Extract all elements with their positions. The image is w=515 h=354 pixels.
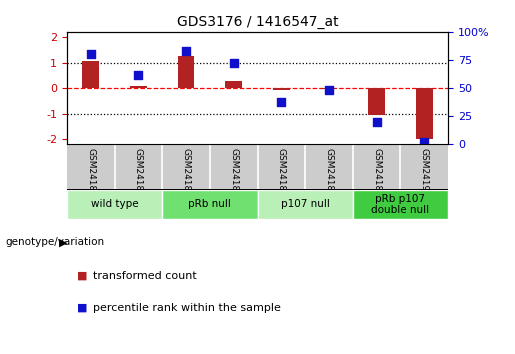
Bar — [130, 86, 147, 88]
Text: pRb p107
double null: pRb p107 double null — [371, 194, 430, 215]
Bar — [82, 61, 99, 88]
Bar — [321, 88, 337, 90]
Text: GSM241882: GSM241882 — [134, 148, 143, 202]
Text: transformed count: transformed count — [93, 271, 196, 281]
Point — [325, 87, 333, 93]
Text: pRb null: pRb null — [188, 199, 231, 210]
Text: ■: ■ — [77, 303, 88, 313]
Text: wild type: wild type — [91, 199, 139, 210]
Bar — [67, 190, 162, 219]
Text: genotype/variation: genotype/variation — [5, 238, 104, 247]
Text: GSM241887: GSM241887 — [324, 148, 333, 203]
Point — [182, 48, 190, 54]
Point — [134, 72, 143, 78]
Bar — [353, 190, 448, 219]
Bar — [416, 88, 433, 139]
Text: percentile rank within the sample: percentile rank within the sample — [93, 303, 281, 313]
Point — [230, 61, 238, 66]
Text: GSM241883: GSM241883 — [182, 148, 191, 203]
Bar — [178, 56, 194, 88]
Text: ■: ■ — [77, 271, 88, 281]
Point — [372, 119, 381, 125]
Text: ▶: ▶ — [59, 238, 68, 247]
Text: GSM241927: GSM241927 — [420, 148, 428, 202]
Text: GSM241881: GSM241881 — [87, 148, 95, 203]
Point — [420, 139, 428, 145]
Bar — [162, 190, 258, 219]
Text: GSM241888: GSM241888 — [372, 148, 381, 203]
Point — [87, 52, 95, 57]
Text: p107 null: p107 null — [281, 199, 330, 210]
Text: GSM241886: GSM241886 — [277, 148, 286, 203]
Bar — [258, 190, 353, 219]
Point — [277, 99, 285, 104]
Bar — [368, 88, 385, 115]
Title: GDS3176 / 1416547_at: GDS3176 / 1416547_at — [177, 16, 338, 29]
Bar — [226, 81, 242, 88]
Bar — [273, 88, 289, 90]
Text: GSM241885: GSM241885 — [229, 148, 238, 203]
